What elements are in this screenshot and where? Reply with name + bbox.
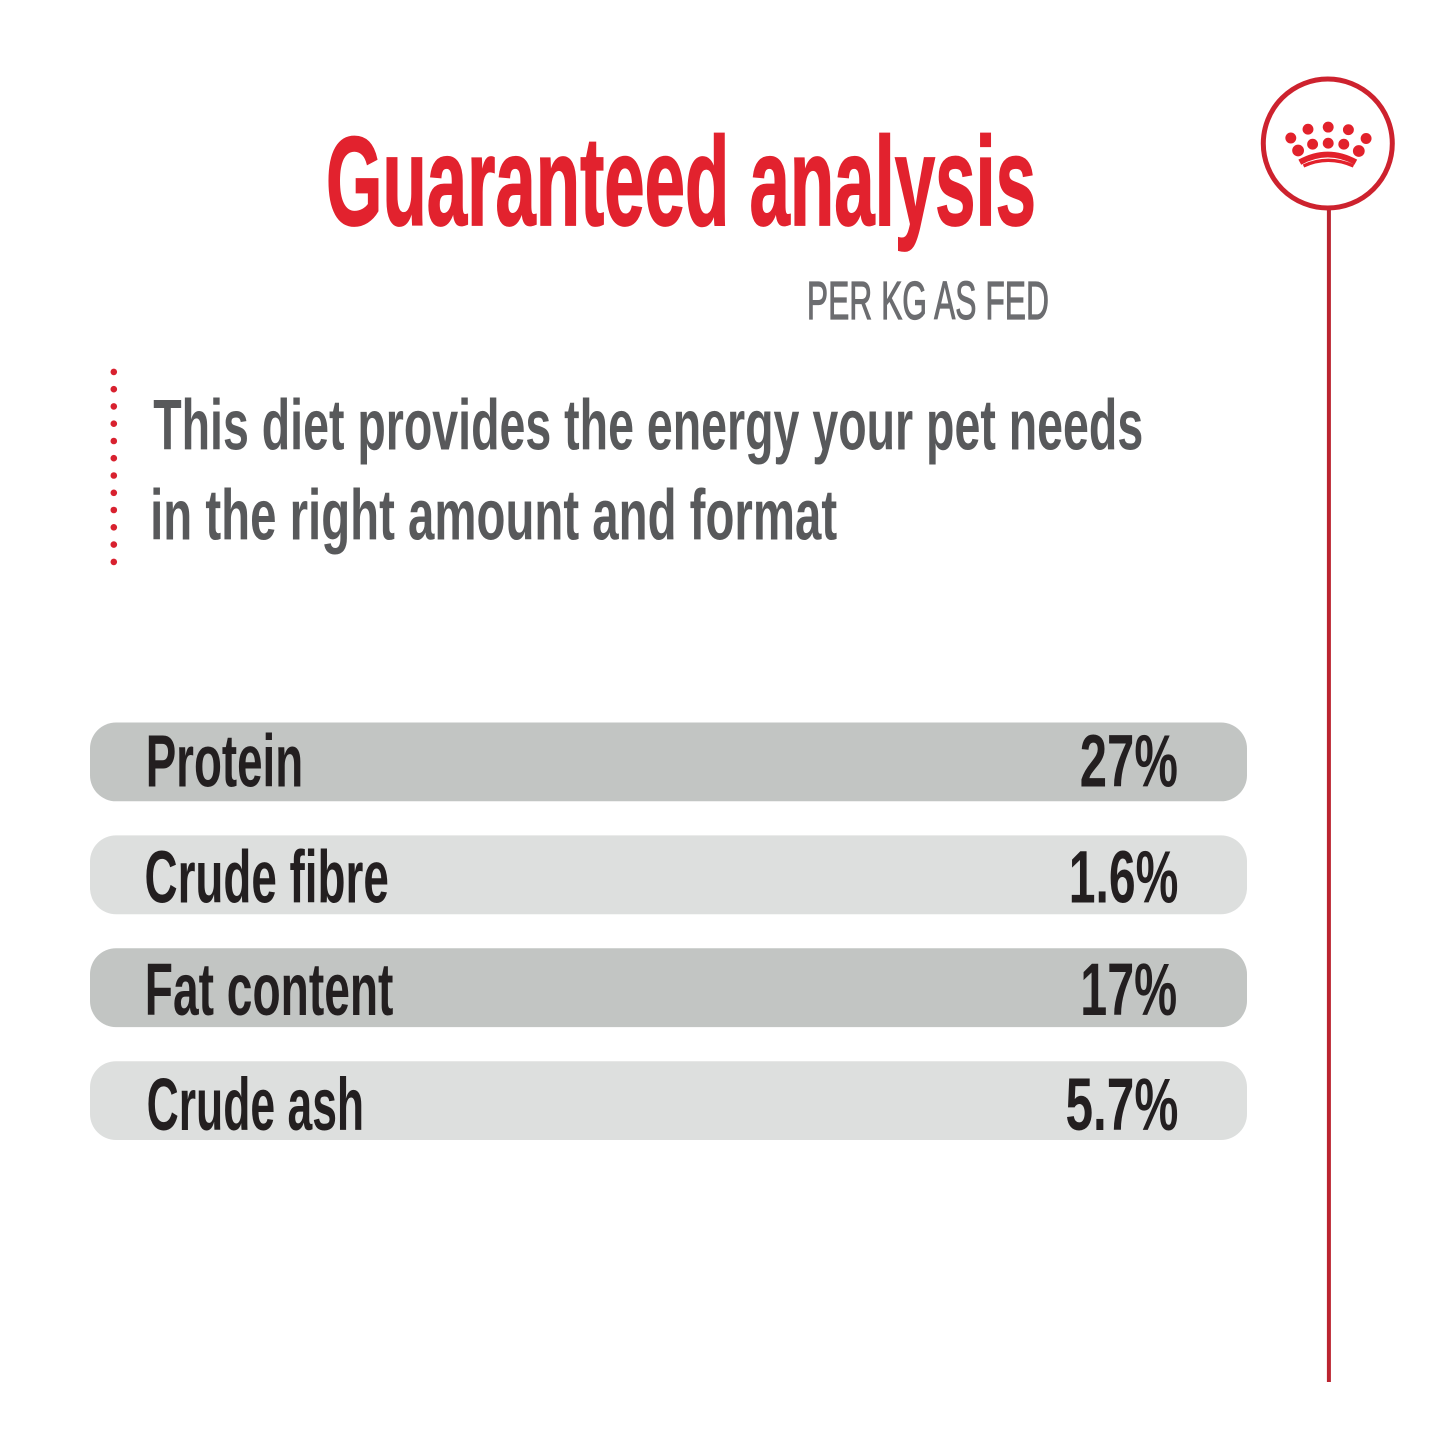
svg-text:17%: 17% <box>1080 950 1177 1032</box>
svg-text:This diet provides the energy: This diet provides the energy your pet n… <box>153 386 1143 466</box>
svg-text:in the right amount and format: in the right amount and format <box>150 475 837 555</box>
svg-text:Crude fibre: Crude fibre <box>145 837 389 919</box>
svg-text:Crude ash: Crude ash <box>147 1065 365 1147</box>
svg-text:Fat content: Fat content <box>145 950 394 1032</box>
svg-text:1.6%: 1.6% <box>1069 837 1179 919</box>
svg-text:27%: 27% <box>1080 721 1178 803</box>
svg-text:PER KG AS FED: PER KG AS FED <box>807 272 1049 332</box>
svg-text:Protein: Protein <box>146 721 304 803</box>
svg-text:5.7%: 5.7% <box>1066 1065 1179 1147</box>
svg-text:Guaranteed analysis: Guaranteed analysis <box>326 113 1036 253</box>
